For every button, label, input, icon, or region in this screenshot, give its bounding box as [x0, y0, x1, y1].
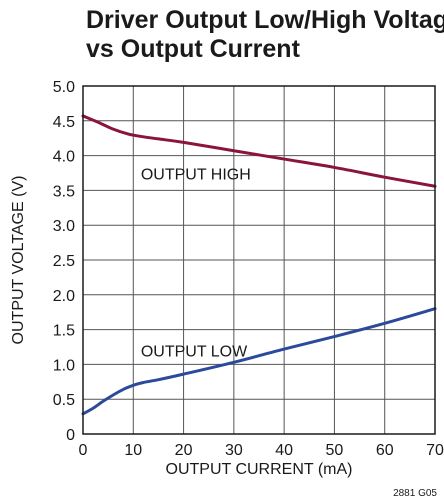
x-tick-label: 40	[275, 442, 293, 459]
y-tick-label: 2.5	[53, 253, 75, 270]
x-tick-label: 30	[225, 442, 243, 459]
y-tick-label: 5.0	[53, 79, 75, 96]
plot-frame	[82, 85, 436, 435]
y-tick-labels: 0 0.5 1.0 1.5 2.0 2.5 3.0 3.5 4.0 4.5 5.0	[53, 79, 75, 444]
chart-title-line2: vs Output Current	[86, 35, 300, 63]
y-tick-label: 3.5	[53, 183, 75, 200]
y-tick-label: 1.0	[53, 357, 75, 374]
y-tick-label: 4.5	[53, 114, 75, 131]
annotation-output-low: OUTPUT LOW	[141, 343, 248, 360]
x-tick-label: 20	[175, 442, 193, 459]
y-axis-label: OUTPUT VOLTAGE (V)	[10, 176, 27, 345]
x-tick-label: 60	[376, 442, 394, 459]
chart-title: Driver Output Low/High Voltage vs Output…	[86, 6, 444, 64]
series-line-output-high	[81, 114, 437, 188]
figure-code: 2881 G05	[393, 488, 437, 499]
annotation-output-high: OUTPUT HIGH	[141, 167, 251, 184]
y-tick-label: 4.0	[53, 149, 75, 166]
y-tick-label: 2.0	[53, 288, 75, 305]
x-tick-label: 50	[326, 442, 344, 459]
y-tick-label: 0	[66, 427, 75, 444]
y-tick-label: 1.5	[53, 323, 75, 340]
series-line-output-low	[81, 307, 437, 416]
y-tick-label: 3.0	[53, 218, 75, 235]
x-tick-label: 10	[124, 442, 142, 459]
y-tick-label: 0.5	[53, 392, 75, 409]
chart-title-line1: Driver Output Low/High Voltage	[86, 6, 444, 34]
series-lines	[81, 114, 437, 416]
x-tick-label: 0	[79, 442, 88, 459]
x-tick-label: 70	[426, 442, 444, 459]
x-tick-labels: 0 10 20 30 40 50 60 70	[79, 442, 444, 459]
grid	[83, 86, 435, 434]
x-axis-label: OUTPUT CURRENT (mA)	[166, 461, 353, 478]
